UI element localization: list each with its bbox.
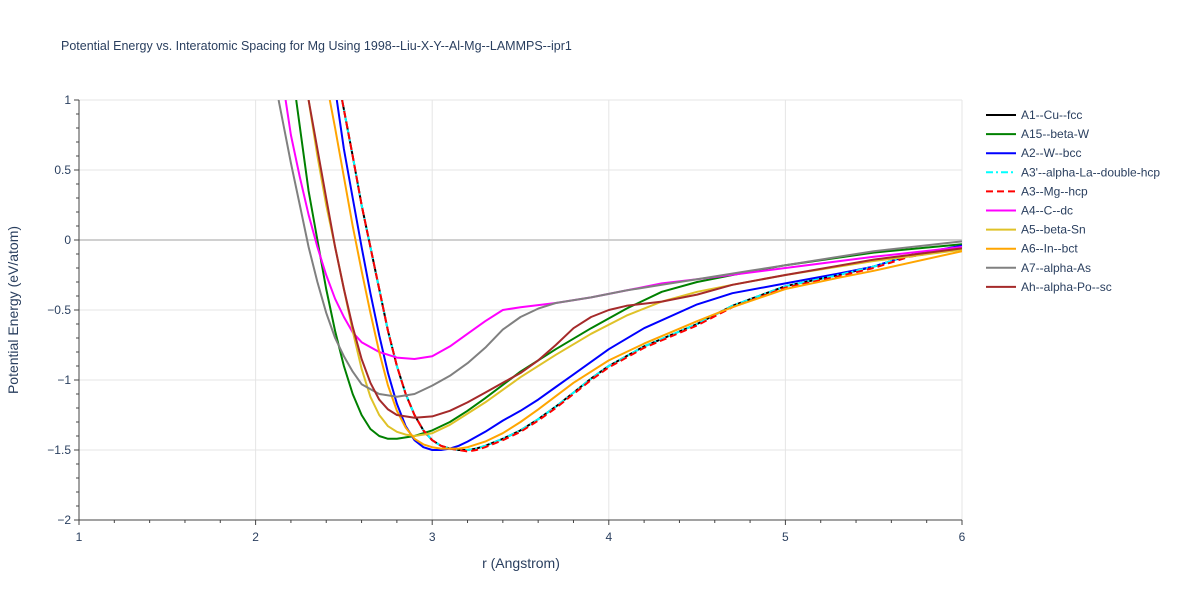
y-tick-label: 0 xyxy=(64,233,71,247)
y-tick-label: −1 xyxy=(57,373,71,387)
series-layer xyxy=(277,100,962,453)
y-tick-labels: 1 0.5 0 −0.5 −1 −1.5 −2 xyxy=(47,93,71,527)
legend-label[interactable]: A2--W--bcc xyxy=(1021,146,1081,160)
y-tick-label: −0.5 xyxy=(47,303,71,317)
y-tick-label: 1 xyxy=(64,93,71,107)
series-line-A2--W--bcc xyxy=(335,100,962,451)
chart-title: Potential Energy vs. Interatomic Spacing… xyxy=(61,39,572,53)
legend-label[interactable]: A4--C--dc xyxy=(1021,204,1073,218)
x-tick-label: 6 xyxy=(959,530,966,544)
y-tick-label: 0.5 xyxy=(54,163,71,177)
series-line-Ah--alpha-Po--sc xyxy=(307,100,962,419)
x-tick-label: 2 xyxy=(252,530,259,544)
x-tick-label: 1 xyxy=(76,530,83,544)
x-tick-label: 5 xyxy=(782,530,789,544)
x-axis-label: r (Angstrom) xyxy=(482,555,560,571)
x-tick-label: 4 xyxy=(605,530,612,544)
legend-label[interactable]: Ah--alpha-Po--sc xyxy=(1021,280,1112,294)
y-tick-label: −1.5 xyxy=(47,443,71,457)
y-axis-label: Potential Energy (eV/atom) xyxy=(5,226,21,394)
series-line-A3'--alpha-La--double-hcp xyxy=(341,100,962,451)
series-line-A6--In--bct xyxy=(328,100,962,450)
legend-label[interactable]: A3'--alpha-La--double-hcp xyxy=(1021,165,1160,179)
x-tick-label: 3 xyxy=(429,530,436,544)
axes xyxy=(74,99,963,525)
y-tick-label: −2 xyxy=(57,513,71,527)
legend-label[interactable]: A5--beta-Sn xyxy=(1021,223,1086,237)
legend-label[interactable]: A7--alpha-As xyxy=(1021,261,1091,275)
legend-label[interactable]: A6--In--bct xyxy=(1021,242,1078,256)
legend-label[interactable]: A15--beta-W xyxy=(1021,127,1090,141)
grid xyxy=(79,99,963,520)
legend-label[interactable]: A1--Cu--fcc xyxy=(1021,108,1082,122)
x-tick-labels: 1 2 3 4 5 6 xyxy=(76,530,966,544)
legend: A1--Cu--fcc A15--beta-W A2--W--bcc A3'--alp… xyxy=(986,108,1160,294)
legend-label[interactable]: A3--Mg--hcp xyxy=(1021,184,1088,198)
series-line-A7--alpha-As xyxy=(277,100,962,398)
